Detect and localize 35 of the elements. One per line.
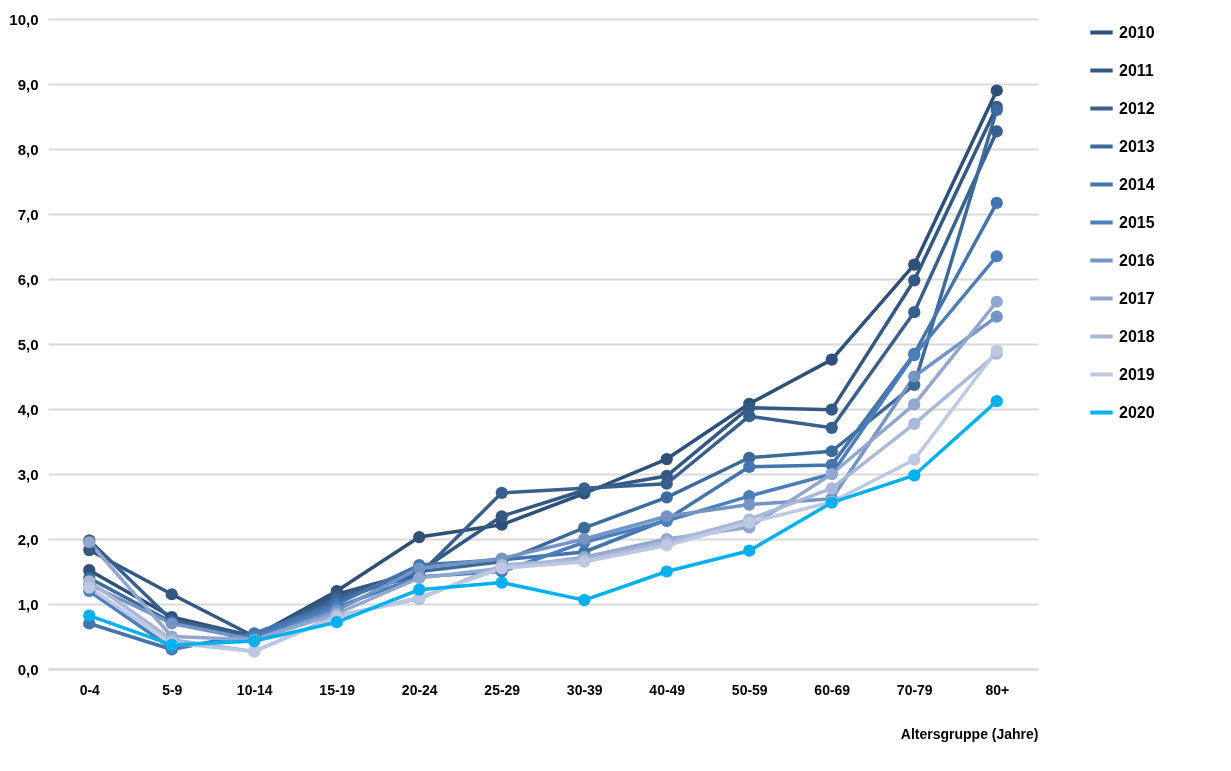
x-axis-title: Altersgruppe (Jahre) — [900, 725, 1039, 742]
legend-label: 2015 — [1119, 213, 1155, 231]
y-tick-label: 10,0 — [9, 10, 39, 28]
x-tick-label: 50-59 — [731, 681, 768, 698]
y-tick-label: 9,0 — [17, 75, 39, 93]
legend-label: 2016 — [1119, 251, 1155, 269]
legend-label: 2011 — [1119, 61, 1154, 79]
legend-label: 2020 — [1119, 403, 1155, 421]
legend-label: 2013 — [1119, 137, 1155, 155]
legend-label: 2017 — [1119, 289, 1155, 307]
y-tick-label: 1,0 — [17, 595, 39, 613]
x-tick-label: 60-69 — [814, 681, 851, 698]
y-tick-label: 2,0 — [17, 530, 39, 548]
y-tick-label: 6,0 — [17, 270, 39, 288]
legend-label: 2012 — [1119, 99, 1155, 117]
x-tick-label: 70-79 — [896, 681, 933, 698]
x-tick-label: 0-4 — [79, 681, 101, 698]
x-tick-label: 5-9 — [162, 681, 183, 698]
legend-label: 2014 — [1119, 175, 1155, 193]
y-tick-label: 8,0 — [17, 140, 39, 158]
legend-label: 2018 — [1119, 327, 1155, 345]
x-tick-label: 40-49 — [649, 681, 686, 698]
legend-label: 2019 — [1119, 365, 1155, 383]
y-tick-label: 3,0 — [17, 465, 39, 483]
x-tick-label: 15-19 — [319, 681, 356, 698]
x-tick-label: 30-39 — [566, 681, 603, 698]
legend-label: 2010 — [1119, 23, 1155, 41]
y-tick-label: 7,0 — [17, 205, 39, 223]
x-tick-label: 10-14 — [236, 681, 273, 698]
x-tick-label: 25-29 — [484, 681, 521, 698]
x-tick-label: 80+ — [985, 681, 1010, 698]
y-tick-label: 0,0 — [17, 660, 39, 678]
y-tick-label: 5,0 — [17, 335, 39, 353]
x-tick-label: 20-24 — [401, 681, 438, 698]
y-tick-label: 4,0 — [17, 400, 39, 418]
